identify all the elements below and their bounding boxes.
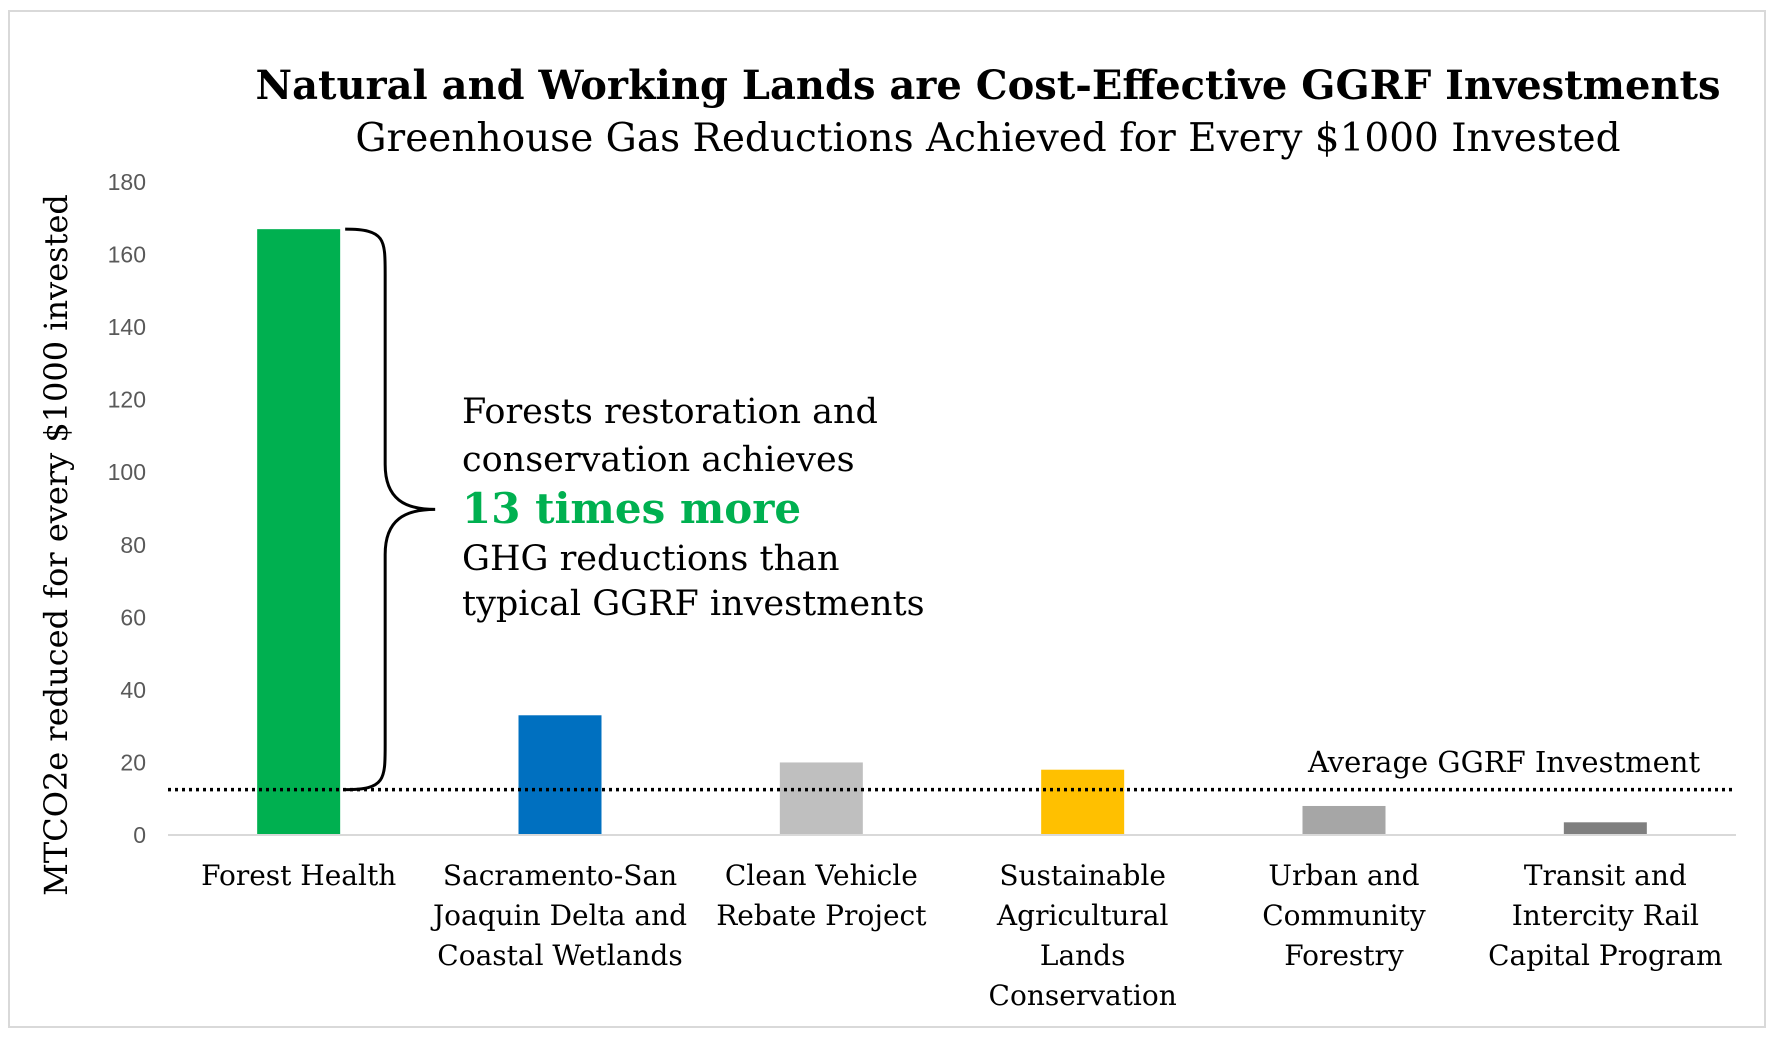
- x-category-label: Clean Vehicle Rebate Project: [716, 859, 927, 932]
- x-category-label: Sacramento-San Joaquin Delta and Coastal W…: [430, 859, 687, 972]
- curly-brace: [345, 227, 436, 792]
- y-tick-label: 180: [108, 169, 146, 195]
- bar: [1041, 769, 1125, 835]
- annotation-line-2: conservation achieves: [462, 440, 855, 480]
- annotation-line-1: Forests restoration and: [462, 392, 878, 432]
- category-labels: Forest Health Sacramento-San Joaquin Delta…: [201, 859, 1722, 1012]
- annotation-line-5: typical GGRF investments: [462, 584, 925, 624]
- x-category-label: Forest Health: [201, 859, 396, 892]
- annotation-highlight: 13 times more: [462, 484, 802, 533]
- y-tick-label: 100: [108, 459, 146, 485]
- annotation-line-4: GHG reductions than: [462, 539, 840, 579]
- average-line-label: Average GGRF Investment: [1308, 745, 1701, 779]
- chart-title: Natural and Working Lands are Cost-Effec…: [255, 62, 1721, 109]
- bar: [518, 715, 602, 835]
- y-tick-label: 80: [120, 532, 146, 558]
- bar: [779, 762, 863, 835]
- x-category-label: Urban and Community Forestry: [1262, 859, 1426, 972]
- y-tick-label: 120: [108, 387, 146, 413]
- bars: [257, 229, 1647, 835]
- chart-subtitle: Greenhouse Gas Reductions Achieved for E…: [355, 116, 1621, 161]
- x-category-label: Sustainable Agricultural Lands Conservation: [989, 859, 1177, 1012]
- y-tick-label: 160: [108, 242, 146, 268]
- y-tick-label: 140: [108, 314, 146, 340]
- bar: [257, 229, 341, 835]
- y-tick-label: 0: [133, 822, 146, 848]
- y-axis-ticks: 0 20 40 60 80 100 120 140 160 180: [108, 169, 146, 848]
- bar: [1563, 822, 1647, 835]
- bar: [1302, 805, 1386, 835]
- y-tick-label: 20: [120, 749, 146, 775]
- chart-frame: [8, 10, 1766, 1028]
- x-category-label: Transit and Intercity Rail Capital Program: [1488, 859, 1722, 972]
- y-tick-label: 40: [120, 677, 146, 703]
- y-tick-label: 60: [120, 604, 146, 630]
